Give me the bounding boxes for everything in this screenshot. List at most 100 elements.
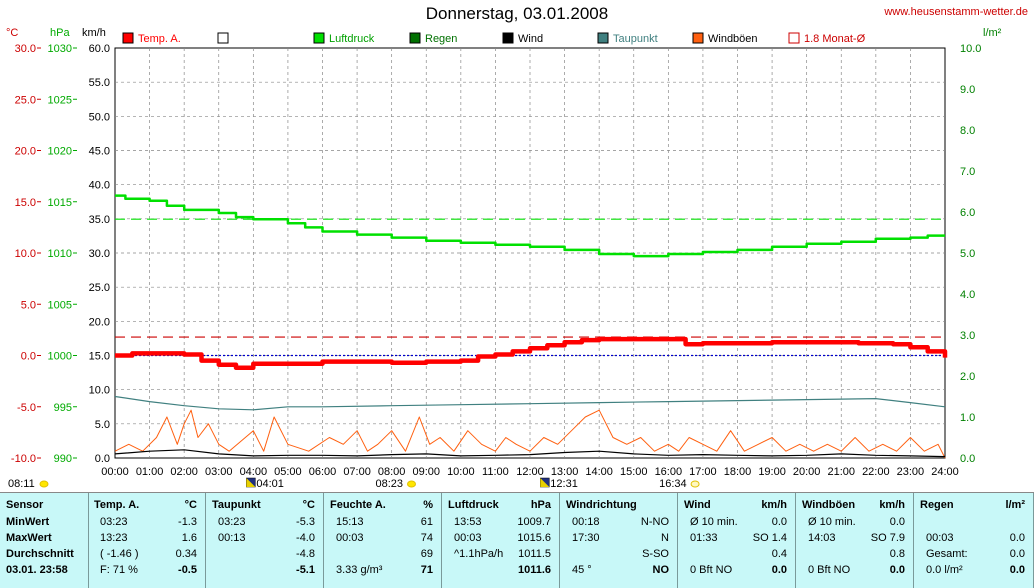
x-tick-label: 17:00 [689, 466, 717, 478]
x-tick-label: 01:00 [136, 466, 164, 478]
x-tick-label: 06:00 [309, 466, 337, 478]
series-taupunkt [114, 395, 946, 411]
axis-tick-rain: 4.0 [960, 289, 975, 301]
legend-label: Regen [425, 33, 457, 45]
table-row [914, 514, 1033, 530]
column-unit: l/m² [1005, 499, 1025, 511]
cell-label: ( -1.46 ) [100, 548, 139, 560]
table-row: 14:03 SO 7.9 [796, 530, 913, 546]
axis-tick-rain: 10.0 [960, 43, 981, 55]
cell-value: -4.0 [296, 532, 315, 544]
axis-tick-kmh: 10.0 [89, 385, 110, 397]
table-row: 00:03 0.0 [914, 530, 1033, 546]
cell-value: 0.34 [175, 548, 197, 560]
sunrise-time: 08:11 [8, 478, 35, 490]
axis-tick-rain: 7.0 [960, 166, 975, 178]
cell-label: 00:13 [218, 532, 246, 544]
series-wind [114, 449, 946, 458]
axis-tick-kmh: 35.0 [89, 214, 110, 226]
column-title: Feuchte A. [330, 499, 386, 511]
table-row: 03:23 -5.3 [206, 514, 323, 530]
legend-swatch [692, 32, 704, 44]
axis-tick-temp: 30.0 [15, 43, 36, 55]
table-row: 13:53 1009.7 [442, 514, 559, 530]
x-tick-label: 00:00 [101, 466, 129, 478]
column-header: Regen l/m² [914, 497, 1033, 513]
cell-value: 1009.7 [517, 516, 551, 528]
table-row: 0.4 [678, 546, 795, 562]
x-tick-label: 14:00 [585, 466, 613, 478]
axis-tick-hpa: 1025 [48, 94, 72, 106]
axis-tick-temp: 20.0 [15, 146, 36, 158]
cell-value: -5.1 [296, 564, 315, 576]
table-column-windrichtung: Windrichtung 00:18 N-NO 17:30 N S-SO 45 ° NO [560, 493, 678, 588]
x-tick-label: 15:00 [620, 466, 648, 478]
reference-lines [115, 218, 945, 357]
table-row: 0.0 l/m² 0.0 [914, 562, 1033, 578]
chart-title: Donnerstag, 03.01.2008 [425, 4, 609, 23]
site-url[interactable]: www.heusenstamm-wetter.de [884, 6, 1028, 18]
table-column-luftdruck: Luftdruck hPa 13:53 1009.7 00:03 1015.6 ^1.1hP… [442, 493, 560, 588]
series-temp-a- [115, 336, 948, 371]
cell-label: 03:23 [100, 516, 128, 528]
row-label-current: 03.01. 23:58 [6, 564, 68, 576]
table-row: 45 ° NO [560, 562, 677, 578]
cell-value: 0.0 [1009, 564, 1025, 576]
table-row: Ø 10 min. 0.0 [796, 514, 913, 530]
column-title: Windrichtung [566, 499, 637, 511]
x-tick-label: 22:00 [862, 466, 890, 478]
moon-time: 12:31 [550, 478, 578, 490]
legend-swatch [217, 32, 229, 44]
cell-value: 0.0 [889, 564, 905, 576]
x-tick-label: 23:00 [897, 466, 925, 478]
cell-value: 0.0 [889, 516, 905, 528]
table-row: Ø 10 min. 0.0 [678, 514, 795, 530]
column-unit: km/h [761, 499, 787, 511]
axis-tick-hpa: 1020 [48, 146, 72, 158]
moon-phase-icon [246, 478, 256, 487]
cell-label: 00:18 [572, 516, 600, 528]
axis-tick-kmh: 25.0 [89, 282, 110, 294]
cell-value: 74 [420, 532, 433, 544]
column-header: Luftdruck hPa [442, 497, 559, 513]
cell-label: 13:53 [454, 516, 482, 528]
cell-label: 00:03 [926, 532, 954, 544]
axis-tick-kmh: 45.0 [89, 146, 110, 158]
column-title: Wind [684, 499, 711, 511]
column-unit: km/h [879, 499, 905, 511]
cell-value: -0.5 [178, 564, 197, 576]
x-tick-label: 21:00 [827, 466, 855, 478]
cell-value: 0.0 [771, 564, 787, 576]
axis-tick-rain: 8.0 [960, 125, 975, 137]
chart-legend: Temp. A. Luftdruck Regen Wind Taupunkt Windbö… [122, 32, 866, 45]
x-tick-label: 05:00 [274, 466, 302, 478]
column-header: Temp. A. °C [88, 497, 205, 513]
table-column-taupunkt: Taupunkt °C 03:23 -5.3 00:13 -4.0 -4.8 -5.1 [206, 493, 324, 588]
x-tick-label: 19:00 [758, 466, 786, 478]
legend-swatch [788, 32, 800, 44]
axis-tick-kmh: 60.0 [89, 43, 110, 55]
legend-swatch [409, 32, 421, 44]
axis-tick-kmh: 15.0 [89, 351, 110, 363]
cell-value: 1011.6 [517, 564, 551, 576]
x-tick-label: 16:00 [655, 466, 683, 478]
column-unit: °C [184, 499, 197, 511]
cell-value: SO 7.9 [870, 532, 905, 544]
x-tick-label: 10:00 [447, 466, 475, 478]
legend-label: 1.8 Monat-Ø [804, 33, 866, 45]
legend-label: Temp. A. [138, 33, 181, 45]
axis-tick-rain: 5.0 [960, 248, 975, 260]
axis-tick-kmh: 30.0 [89, 248, 110, 260]
axis-tick-temp: 0.0 [21, 351, 36, 363]
table-row: 03:23 -1.3 [88, 514, 205, 530]
sunset-icon [690, 480, 700, 488]
axis-tick-temp: -5.0 [17, 402, 36, 414]
row-label-max: MaxWert [6, 532, 52, 544]
axis-tick-kmh: 20.0 [89, 316, 110, 328]
axis-tick-hpa: 1010 [48, 248, 72, 260]
column-title: Windböen [802, 499, 856, 511]
table-row: -5.1 [206, 562, 323, 578]
legend-label: Windböen [708, 33, 758, 45]
cell-label: 01:33 [690, 532, 718, 544]
column-title: Luftdruck [448, 499, 499, 511]
